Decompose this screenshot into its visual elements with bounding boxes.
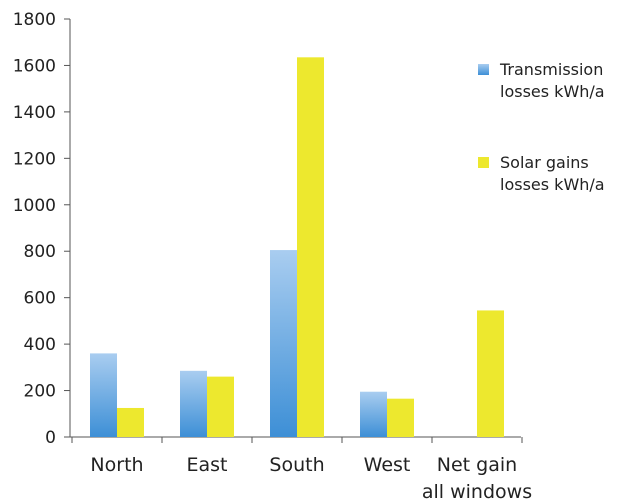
legend: Transmission losses kWh/a Solar gains losse… — [478, 60, 605, 194]
legend-label: Solar gains losses kWh/a — [500, 153, 605, 194]
y-axis: 0 200 400 600 800 1000 1200 1400 1600 1800 — [13, 10, 71, 448]
y-tick-label: 600 — [24, 289, 56, 309]
x-category-label: East — [187, 454, 228, 476]
solar-gains-bar — [477, 310, 504, 437]
legend-label: Transmission losses kWh/a — [499, 60, 605, 101]
y-tick-label: 400 — [24, 335, 56, 355]
transmission-losses-bar — [270, 250, 297, 437]
x-category-label: South — [269, 454, 324, 476]
x-category-label: North — [90, 454, 143, 476]
y-tick-label: 1600 — [13, 56, 56, 76]
solar-gains-bar — [297, 57, 324, 438]
legend-swatch — [478, 64, 489, 75]
y-tick-label: 1000 — [13, 196, 56, 216]
transmission-losses-bar — [180, 370, 207, 437]
y-tick-label: 1400 — [13, 103, 56, 123]
x-category-label: Net gain all windows — [422, 454, 532, 503]
legend-swatch — [478, 157, 489, 168]
y-tick-label: 200 — [24, 382, 56, 402]
x-axis: North East South West Net gain all windows — [70, 436, 532, 503]
y-tick-label: 800 — [24, 242, 56, 262]
transmission-losses-bar — [90, 353, 117, 437]
solar-gains-bar — [117, 407, 144, 437]
solar-gains-bar — [207, 376, 234, 437]
y-tick-label: 0 — [45, 428, 56, 448]
transmission-losses-bar — [360, 391, 387, 437]
y-tick-label: 1200 — [13, 149, 56, 169]
bars — [90, 57, 504, 438]
y-tick-label: 1800 — [13, 10, 56, 30]
solar-gains-bar — [387, 398, 414, 437]
x-category-label: West — [364, 454, 411, 476]
